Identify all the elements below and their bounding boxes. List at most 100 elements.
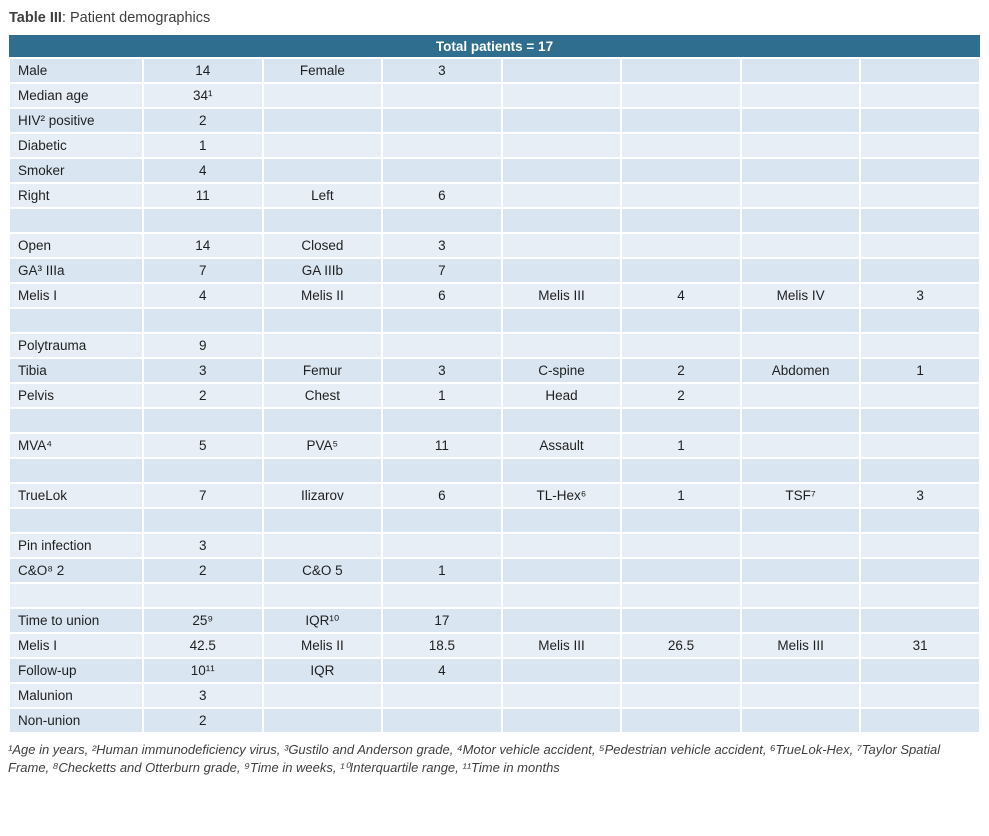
- table-cell: [500, 57, 623, 84]
- table-header-row: Total patients = 17: [9, 35, 980, 58]
- row-label-cell: Open: [8, 232, 144, 259]
- table-cell: Melis III: [739, 632, 862, 659]
- table-row: HIV² positive 2: [8, 107, 981, 134]
- table-cell: [500, 532, 623, 559]
- table-cell: 7: [142, 482, 264, 509]
- table-cell: [859, 407, 981, 434]
- table-cell: [500, 407, 623, 434]
- table-row: Smoker 4: [8, 157, 981, 184]
- table-cell: [261, 157, 384, 184]
- table-cell: [739, 232, 862, 259]
- table-cell: 11: [142, 182, 264, 209]
- row-label-cell: Smoker: [8, 157, 144, 184]
- table-header-cell: Total patients = 17: [9, 35, 980, 58]
- table-row: MVA⁴ 5 PVA⁵ 11 Assault 1: [8, 432, 981, 459]
- table-cell: [620, 657, 742, 684]
- table-cell: [620, 307, 742, 334]
- table-cell: [859, 307, 981, 334]
- patient-demographics-table: Total patients = 17 Male 14 Female 3 Median …: [8, 35, 981, 734]
- row-label-cell: [8, 407, 144, 434]
- row-label-cell: [8, 207, 144, 234]
- table-cell: [500, 157, 623, 184]
- table-cell: 1: [381, 557, 503, 584]
- table-cell: [381, 407, 503, 434]
- table-cell: [261, 107, 384, 134]
- table-cell: 9: [142, 332, 264, 359]
- table-cell: [859, 582, 981, 609]
- table-cell: [739, 557, 862, 584]
- table-cell: [859, 382, 981, 409]
- table-cell: [739, 57, 862, 84]
- table-cell: 1: [381, 382, 503, 409]
- table-row: GA³ IIIa 7 GA IIIb 7: [8, 257, 981, 284]
- table-row: Right 11 Left 6: [8, 182, 981, 209]
- row-label-cell: Follow-up: [8, 657, 144, 684]
- table-cell: [261, 207, 384, 234]
- row-label-cell: Polytrauma: [8, 332, 144, 359]
- table-row: Open 14 Closed 3: [8, 232, 981, 259]
- table-body: Male 14 Female 3 Median age 34¹ HIV² positive 2…: [8, 57, 981, 734]
- table-cell: Assault: [500, 432, 623, 459]
- table-cell: [859, 507, 981, 534]
- table-cell: 1: [859, 357, 981, 384]
- table-cell: TSF⁷: [739, 482, 862, 509]
- table-cell: [500, 657, 623, 684]
- table-cell: [859, 207, 981, 234]
- table-cell: [500, 332, 623, 359]
- table-cell: [261, 682, 384, 709]
- table-cell: [620, 207, 742, 234]
- table-cell: [381, 332, 503, 359]
- table-row: [8, 307, 981, 334]
- table-cell: [859, 157, 981, 184]
- table-cell: 14: [142, 232, 264, 259]
- table-cell: 14: [142, 57, 264, 84]
- table-cell: [739, 707, 862, 734]
- table-cell: [739, 82, 862, 109]
- table-cell: 3: [142, 682, 264, 709]
- table-cell: [500, 307, 623, 334]
- table-cell: Melis III: [500, 632, 623, 659]
- table-cell: [859, 557, 981, 584]
- table-cell: 11: [381, 432, 503, 459]
- table-cell: [739, 432, 862, 459]
- row-label-cell: Diabetic: [8, 132, 144, 159]
- table-cell: [859, 657, 981, 684]
- table-row: TrueLok 7 Ilizarov 6 TL-Hex⁶ 1 TSF⁷ 3: [8, 482, 981, 509]
- table-cell: [739, 257, 862, 284]
- table-cell: [739, 207, 862, 234]
- table-cell: [381, 132, 503, 159]
- table-cell: Melis IV: [739, 282, 862, 309]
- table-row: Melis I 42.5 Melis II 18.5 Melis III 26.5 Meli…: [8, 632, 981, 659]
- table-cell: Left: [261, 182, 384, 209]
- table-cell: 3: [381, 232, 503, 259]
- table-cell: [620, 507, 742, 534]
- table-cell: [500, 182, 623, 209]
- table-cell: [859, 57, 981, 84]
- row-label-cell: C&O⁸ 2: [8, 557, 144, 584]
- table-cell: [261, 457, 384, 484]
- row-label-cell: Right: [8, 182, 144, 209]
- table-cell: 2: [620, 382, 742, 409]
- row-label-cell: Malunion: [8, 682, 144, 709]
- table-cell: 7: [381, 257, 503, 284]
- table-row: [8, 582, 981, 609]
- table-cell: [620, 107, 742, 134]
- table-cell: 31: [859, 632, 981, 659]
- table-cell: [620, 582, 742, 609]
- row-label-cell: Tibia: [8, 357, 144, 384]
- table-cell: 17: [381, 607, 503, 634]
- table-cell: [859, 682, 981, 709]
- table-cell: GA IIIb: [261, 257, 384, 284]
- table-row: Median age 34¹: [8, 82, 981, 109]
- row-label-cell: [8, 307, 144, 334]
- table-cell: [620, 232, 742, 259]
- table-row: Male 14 Female 3: [8, 57, 981, 84]
- row-label-cell: Melis I: [8, 282, 144, 309]
- table-cell: [859, 107, 981, 134]
- table-cell: [261, 532, 384, 559]
- table-cell: [859, 132, 981, 159]
- table-cell: [620, 407, 742, 434]
- table-cell: [500, 132, 623, 159]
- table-row: Pin infection 3: [8, 532, 981, 559]
